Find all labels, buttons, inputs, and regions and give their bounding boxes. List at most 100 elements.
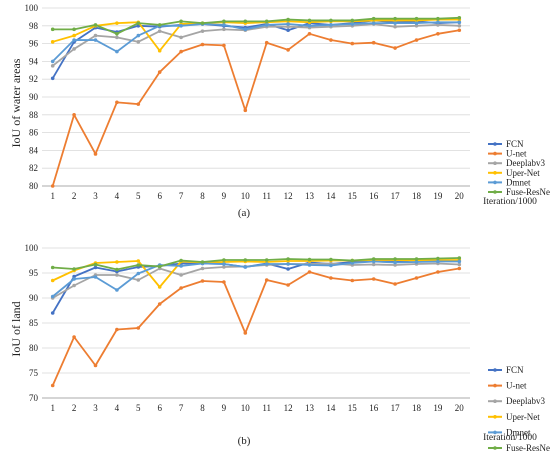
x-tick-label: 5 (136, 191, 141, 201)
data-point (243, 19, 248, 24)
data-point (436, 259, 440, 264)
data-point (72, 47, 76, 51)
series-deeplabv3 (50, 261, 462, 300)
data-point (157, 302, 162, 306)
x-tick-label: 3 (93, 191, 98, 201)
x-tick-label: 20 (455, 191, 465, 201)
y-tick-label: 80 (29, 343, 39, 353)
legend-label: U-net (506, 149, 527, 159)
y-tick-label: 92 (29, 74, 38, 84)
data-point (157, 70, 162, 74)
x-tick-label: 11 (262, 403, 271, 413)
series-dmnet (50, 259, 462, 299)
data-point (393, 16, 397, 21)
data-point (307, 24, 312, 28)
data-point (457, 24, 462, 28)
legend-label: Fuse-ResNet (506, 443, 550, 453)
series-line (52, 21, 460, 63)
x-tick-label: 14 (326, 191, 336, 201)
data-point (393, 282, 397, 286)
y-tick-label: 70 (29, 393, 39, 403)
x-tick-label: 8 (200, 403, 205, 413)
x-tick-label: 10 (241, 191, 251, 201)
data-point (222, 280, 226, 284)
data-point (329, 276, 333, 280)
y-tick-label: 82 (29, 163, 38, 173)
y-tick-label: 90 (29, 293, 39, 303)
legend-label: FCN (506, 365, 524, 375)
data-point (436, 270, 440, 274)
data-point (264, 23, 269, 27)
x-axis-label-a: Iteration/1000 (483, 197, 537, 207)
y-axis-label-a: IoU of water areas (9, 58, 23, 147)
data-point (371, 259, 376, 264)
y-tick-label: 98 (29, 21, 39, 31)
data-point (136, 326, 141, 330)
x-tick-label: 20 (455, 403, 465, 413)
data-point (93, 38, 98, 42)
x-tick-label: 16 (369, 191, 379, 201)
data-point (136, 40, 141, 44)
y-tick-label: 86 (29, 128, 39, 138)
data-point (350, 18, 355, 23)
data-point (115, 327, 119, 332)
x-tick-label: 10 (241, 403, 251, 413)
data-point (243, 27, 248, 32)
data-point (72, 33, 76, 38)
data-point (115, 35, 119, 40)
legend-marker (493, 161, 497, 165)
data-point (200, 279, 205, 283)
data-point (72, 38, 76, 42)
legend-marker (493, 151, 497, 156)
legend-item: Dmnet (488, 177, 531, 187)
x-tick-label: 7 (179, 191, 184, 201)
y-ticks-b: 70 75 80 85 90 95 100 (25, 243, 39, 403)
legend-item: Fuse-ResNet (488, 187, 550, 197)
data-point (457, 262, 462, 267)
data-point (436, 32, 440, 36)
data-point (286, 267, 290, 271)
data-point (115, 260, 119, 264)
legend-label: U-net (506, 381, 527, 391)
y-axis-label-b: IoU of land (9, 301, 23, 356)
x-tick-label: 3 (93, 403, 98, 413)
data-point (243, 331, 248, 335)
data-point (243, 108, 248, 113)
data-point (200, 29, 205, 33)
y-tick-label: 96 (29, 39, 39, 49)
y-tick-label: 90 (29, 92, 39, 102)
x-tick-label: 18 (412, 403, 422, 413)
data-point (179, 264, 183, 268)
data-point (307, 32, 312, 36)
data-point (72, 267, 76, 271)
x-tick-label: 4 (115, 403, 120, 413)
data-point (72, 113, 76, 117)
data-point (222, 27, 226, 32)
series-line (52, 18, 460, 52)
data-point (179, 35, 183, 40)
y-tick-label: 100 (25, 243, 39, 253)
x-tick-label: 19 (433, 403, 443, 413)
x-tick-label: 6 (157, 191, 162, 201)
data-point (72, 335, 76, 339)
data-point (72, 283, 76, 288)
x-tick-label: 13 (305, 191, 315, 201)
data-point (414, 16, 419, 21)
data-point (50, 40, 55, 44)
legend-item: FCN (488, 365, 524, 375)
legend-item: Deeplabv3 (488, 396, 545, 406)
data-point (457, 266, 462, 271)
data-point (136, 271, 141, 276)
data-point (307, 270, 312, 274)
legend-item: Dmnet (488, 427, 531, 437)
x-ticks-a: 1 2 3 4 5 6 7 8 9 10 11 12 13 14 15 16 17 18 19 20 (50, 191, 464, 201)
series-line (52, 16, 460, 35)
data-point (371, 277, 376, 281)
data-point (329, 257, 333, 262)
data-point (371, 16, 376, 21)
data-point (136, 259, 141, 263)
data-point (136, 263, 141, 267)
legend-marker (493, 383, 497, 388)
series-fuse-resnet (50, 256, 462, 272)
